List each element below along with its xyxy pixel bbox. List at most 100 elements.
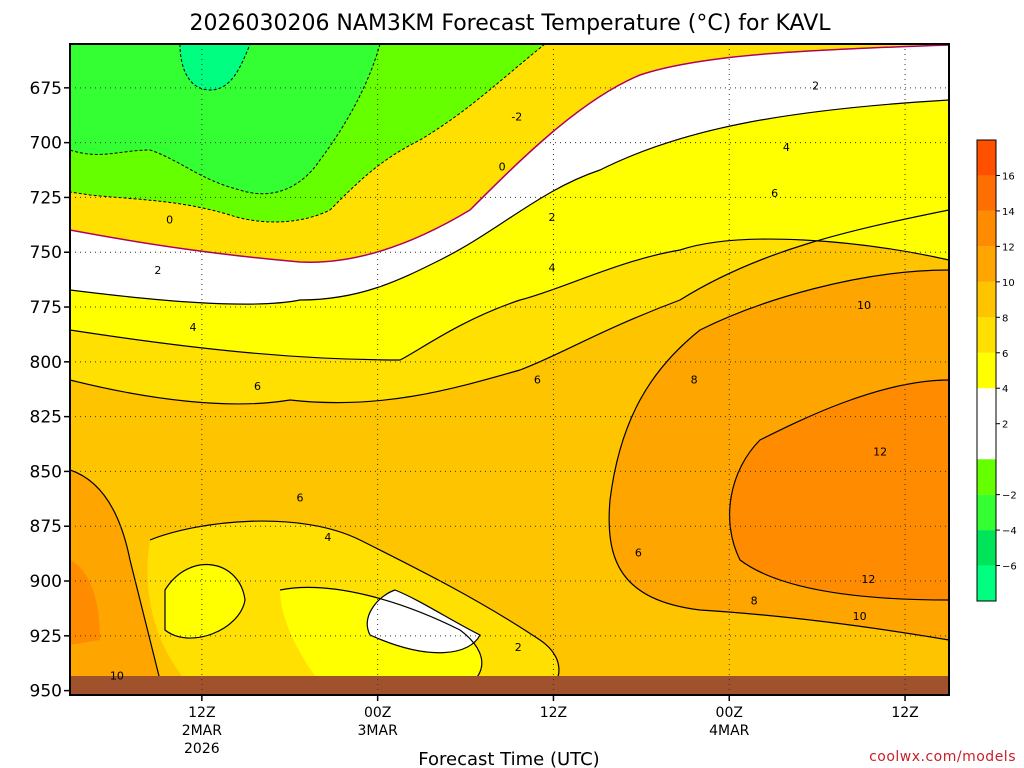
colorbar-segment [977,210,996,247]
contour-label: 4 [548,262,555,275]
contour-neg6 [179,44,251,91]
colorbar-segment [977,494,996,531]
contour-label: 12 [861,573,875,586]
contour-labels: -2 0 0 2 2 2 2 4 4 4 4 6 6 6 6 6 8 8 10 10 10 12 12 [110,80,887,683]
contour-0 [70,44,949,263]
colorbar-tick-label: −4 [1002,526,1017,537]
contour-label: 4 [324,531,331,544]
colorbar-segment [977,175,996,211]
colorbar-tick-label: 16 [1002,171,1015,182]
contour-6-lower [149,520,560,695]
colorbar-tick-label: −2 [1002,491,1017,502]
contour-label: 10 [110,669,124,682]
colorbar-tick-label: 8 [1002,313,1008,324]
contour-label: 4 [783,141,790,154]
negative-contours [70,44,546,223]
contour-12 [729,379,949,601]
colorbar-tick-label: 6 [1002,349,1008,360]
x-tick-label: 12Z [188,705,215,721]
contour-label: 2 [812,80,819,93]
contour-label: 4 [190,321,197,334]
y-tick-label: 825 [30,408,62,428]
band-green-cold [70,44,380,194]
x-tick-label: 3MAR [358,723,399,739]
chart-title: 2026030206 NAM3KM Forecast Temperature (… [189,11,831,36]
y-tick-label: 900 [30,572,62,592]
y-tick-label: 800 [30,353,62,373]
contour-label: 10 [853,610,867,623]
contour-label: 8 [691,373,698,386]
y-tick-label: 700 [30,134,62,154]
colorbar-tick-label: 12 [1002,242,1015,253]
contour-label: 10 [857,299,871,312]
contour-label: 2 [154,264,161,277]
colorbar-segment [977,246,996,282]
y-tick-label: 750 [30,243,62,263]
band-hot-orange [729,380,949,600]
colorbar-segment [977,423,996,460]
y-tick-label: 725 [30,188,62,208]
band-near-surface-white [367,590,480,653]
y-tick-label: 850 [30,462,62,482]
contour-2-lower [366,589,481,654]
colorbar-segment [977,530,996,566]
credit-link[interactable]: coolwx.com/models [869,749,1016,765]
contour-label: 6 [635,547,642,560]
colorbar-segment [977,317,996,353]
x-tick-label: 00Z [716,705,743,721]
band-green-coldest [180,44,250,90]
contour-label: 2 [515,641,522,654]
colorbar-segment [977,565,996,601]
colorbar-segment [977,281,996,318]
colorbar-segment [977,459,996,495]
band-surface-red-left [70,560,100,645]
x-axis: 12Z 2MAR 2026 00Z 3MAR 12Z 00Z 4MAR 12Z [182,695,919,757]
contour-label: -2 [511,110,522,123]
band-bright-yellow-lower [280,587,482,695]
x-tick-label: 2026 [184,741,220,757]
colorbar-segment [977,352,996,389]
freezing-line [70,44,949,263]
contour-neg2 [70,44,546,223]
contour-label: 6 [534,373,541,386]
x-tick-label: 2MAR [182,723,223,739]
contour-label: 12 [873,446,887,459]
contour-neg4 [70,44,381,195]
contour-label: 0 [499,161,506,174]
plot-frame [69,43,950,696]
contour-4 [70,238,949,361]
x-tick-label: 4MAR [709,723,750,739]
contour-4-pocket [164,563,246,639]
colorbar-tick-label: 10 [1002,278,1015,289]
contour-label: 6 [771,187,778,200]
colorbar-tick-label: −6 [1002,562,1017,573]
contour-label: 6 [297,492,304,505]
plot-area: -2 0 0 2 2 2 2 4 4 4 4 6 6 6 6 6 8 8 10 10 10 12 12 [70,44,949,695]
y-axis: 675 700 725 750 775 800 825 850 875 900 925 950 [30,79,70,702]
band-bright-yellow-pocket [165,564,245,639]
colorbar-frame [976,139,997,602]
contour-10-left [70,469,161,681]
contour-label: 2 [548,211,555,224]
y-tick-label: 875 [30,517,62,537]
x-tick-label: 00Z [364,705,391,721]
colorbar-segment [977,388,996,424]
contour-8 [608,269,949,641]
colorbar-segment [977,140,996,176]
contour-label: 6 [254,380,261,393]
colorbar-tick-label: 14 [1002,207,1015,218]
y-tick-label: 775 [30,298,62,318]
contour-label: 0 [166,213,173,226]
contour-label: 8 [751,595,758,608]
contour-lines [70,99,949,695]
x-axis-label: Forecast Time (UTC) [418,749,599,768]
colorbar: 16 14 12 10 8 6 4 2 −2 −4 −6 [976,139,1017,602]
x-tick-label: 12Z [540,705,567,721]
contour-2 [70,99,949,305]
colorbar-tick-label: 4 [1002,384,1008,395]
y-tick-label: 925 [30,627,62,647]
ground-layer [70,676,949,695]
x-tick-label: 12Z [891,705,918,721]
y-tick-label: 675 [30,79,62,99]
